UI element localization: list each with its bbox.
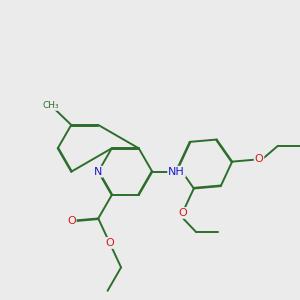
Text: O: O <box>105 238 114 248</box>
Text: O: O <box>178 208 187 218</box>
Text: O: O <box>67 216 76 226</box>
Text: CH₃: CH₃ <box>43 101 59 110</box>
Text: O: O <box>255 154 263 164</box>
Text: N: N <box>94 167 102 177</box>
Text: NH: NH <box>168 167 185 177</box>
